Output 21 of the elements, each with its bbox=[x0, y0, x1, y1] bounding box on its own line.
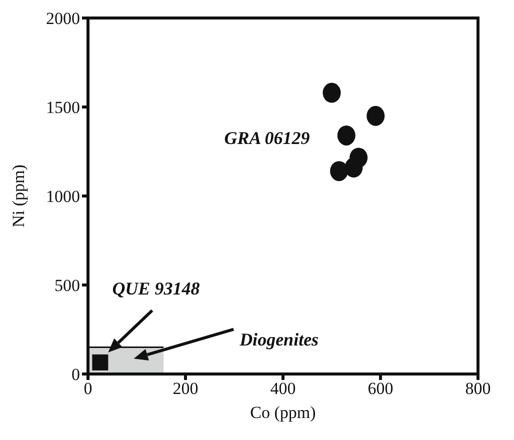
series-label: GRA 06129 bbox=[224, 128, 310, 148]
point bbox=[322, 82, 341, 103]
point bbox=[330, 161, 348, 182]
point bbox=[92, 354, 108, 370]
x-tick-label: 0 bbox=[84, 379, 92, 398]
x-tick-label: 400 bbox=[270, 379, 296, 398]
point bbox=[366, 106, 385, 126]
x-tick-label: 800 bbox=[465, 379, 491, 398]
y-axis-title: Ni (ppm) bbox=[9, 164, 28, 228]
y-tick-label: 1500 bbox=[46, 98, 80, 118]
legend-label: Diogenites bbox=[238, 329, 319, 350]
x-tick-label: 600 bbox=[368, 379, 394, 398]
annotation: QUE 93148 bbox=[112, 278, 200, 299]
y-tick-label: 0 bbox=[72, 365, 80, 384]
point bbox=[337, 125, 356, 146]
y-tick-label: 1000 bbox=[46, 187, 80, 206]
y-tick-label: 2000 bbox=[46, 9, 80, 28]
x-tick-label: 200 bbox=[172, 379, 198, 398]
y-tick-label: 500 bbox=[54, 276, 80, 296]
point bbox=[344, 158, 363, 178]
x-axis-title: Co (ppm) bbox=[250, 403, 316, 422]
